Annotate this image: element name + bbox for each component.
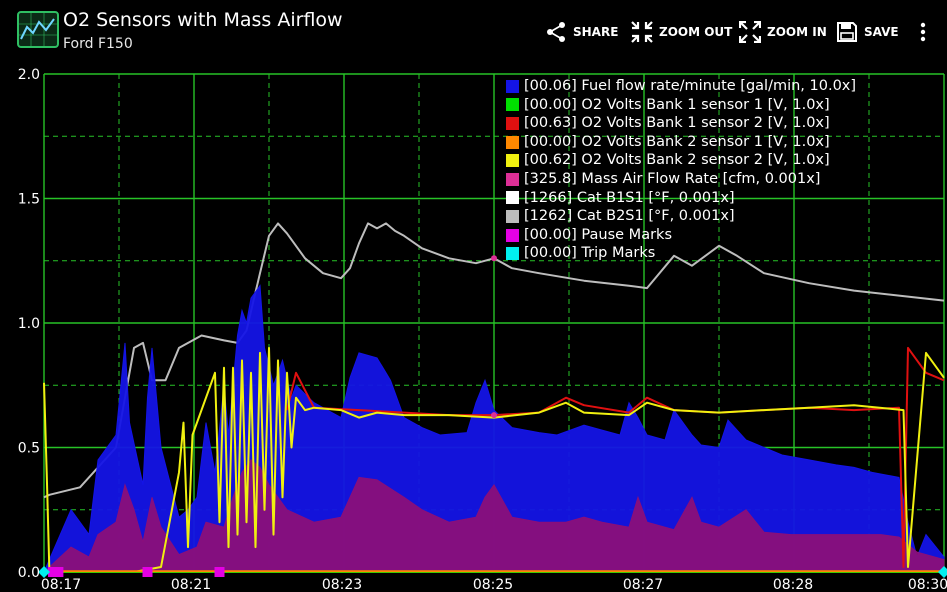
save-icon [837,22,857,42]
vehicle-subtitle: Ford F150 [63,36,133,52]
x-tick-label: 08:30 [908,577,947,592]
legend-swatch [506,247,519,261]
chart-legend: [00.06] Fuel flow rate/minute [gal/min, … [506,77,856,263]
pause-mark [53,567,64,577]
page-title: O2 Sensors with Mass Airflow [63,9,343,31]
legend-swatch [506,116,519,130]
app-logo-icon [17,11,59,48]
legend-item: [00.62] O2 Volts Bank 2 sensor 2 [V, 1.0… [506,151,856,170]
x-tick-label: 08:27 [623,577,663,592]
legend-swatch [506,191,519,205]
legend-item: [00.06] Fuel flow rate/minute [gal/min, … [506,77,856,96]
plot-area [38,222,947,578]
legend-item: [00.00] Trip Marks [506,244,856,263]
legend-label: [1262] Cat B2S1 [°F, 0.001x] [524,208,735,225]
share-button[interactable]: SHARE [545,19,618,45]
zoom-out-label: ZOOM OUT [659,25,733,39]
axis-ticks: 0.0 0.5 1.0 1.5 2.0 08:17 08:21 08:23 08:25 08:27… [18,67,947,592]
o2-volts-bank-2-sensor-2-series [43,346,945,573]
o2-volts-bank-1-sensor-2-series [286,346,945,568]
legend-item: [00.63] O2 Volts Bank 1 sensor 2 [V, 1.0… [506,114,856,133]
x-tick-label: 08:25 [473,577,513,592]
legend-swatch [506,79,519,93]
maf-marker [491,255,497,262]
legend-label: [325.8] Mass Air Flow Rate [cfm, 0.001x] [524,170,821,187]
x-tick-label: 08:21 [171,577,211,592]
legend-swatch [506,98,519,112]
mass-air-flow-rate-series [42,459,945,573]
legend-label: [00.00] O2 Volts Bank 2 sensor 1 [V, 1.0… [524,133,830,150]
trip-mark [38,566,50,578]
pause-mark [142,567,153,577]
overflow-menu-button[interactable] [914,20,932,44]
sensor-chart[interactable]: 0.0 0.5 1.0 1.5 2.0 08:17 08:21 08:23 08:25 08:27… [0,62,947,592]
maf-marker [491,412,497,419]
legend-swatch [506,172,519,186]
share-icon [547,22,565,42]
y-tick-label: 0.5 [18,441,40,457]
share-label: SHARE [573,25,619,39]
zoom-in-icon [739,21,761,43]
x-tick-label: 08:17 [41,577,81,592]
save-label: SAVE [864,25,899,39]
more-vert-icon [920,22,926,42]
legend-swatch [506,154,519,168]
legend-swatch [506,228,519,242]
pause-mark [48,567,58,577]
trip-mark [938,566,947,578]
y-tick-label: 0.0 [18,565,40,581]
zoom-in-button[interactable]: ZOOM IN [739,19,827,45]
legend-label: [00.00] O2 Volts Bank 1 sensor 1 [V, 1.0… [524,96,830,113]
pause-mark [214,567,225,577]
save-button[interactable]: SAVE [836,19,899,45]
legend-label: [00.62] O2 Volts Bank 2 sensor 2 [V, 1.0… [524,152,830,169]
app-bar: O2 Sensors with Mass Airflow Ford F150 S… [0,0,947,62]
legend-item: [325.8] Mass Air Flow Rate [cfm, 0.001x] [506,170,856,189]
legend-label: [00.06] Fuel flow rate/minute [gal/min, … [524,78,857,94]
x-tick-label: 08:23 [322,577,362,592]
legend-label: [00.63] O2 Volts Bank 1 sensor 2 [V, 1.0… [524,115,830,132]
y-tick-label: 2.0 [18,67,40,83]
x-tick-label: 08:28 [773,577,813,592]
legend-swatch [506,135,519,149]
legend-item: [1266] Cat B1S1 [°F, 0.001x] [506,189,856,208]
zoom-out-icon [631,21,653,43]
y-tick-label: 1.0 [18,316,40,332]
zoom-in-label: ZOOM IN [767,25,827,39]
legend-item: [00.00] O2 Volts Bank 1 sensor 1 [V, 1.0… [506,96,856,115]
legend-label: [00.00] Trip Marks [524,245,656,262]
legend-item: [00.00] Pause Marks [506,226,856,245]
legend-item: [00.00] O2 Volts Bank 2 sensor 1 [V, 1.0… [506,133,856,152]
zoom-out-button[interactable]: ZOOM OUT [631,19,732,45]
cat-b2s1-series [43,222,945,499]
legend-swatch [506,209,519,223]
legend-label: [00.00] Pause Marks [524,226,672,243]
y-tick-label: 1.5 [18,192,40,208]
legend-item: [1262] Cat B2S1 [°F, 0.001x] [506,207,856,226]
legend-label: [1266] Cat B1S1 [°F, 0.001x] [524,189,735,206]
